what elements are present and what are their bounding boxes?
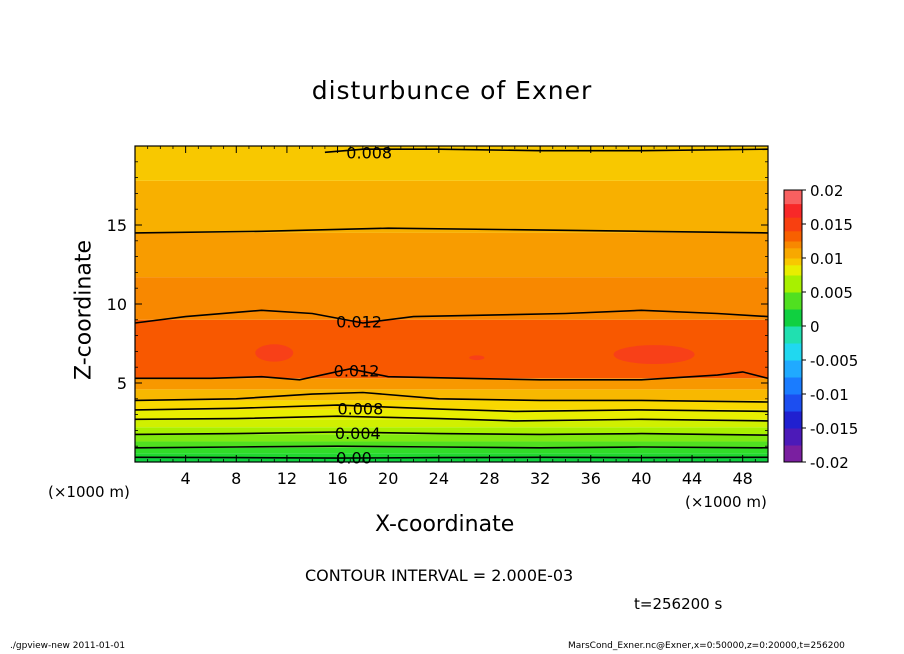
contour-label: 0.008	[346, 143, 392, 162]
contour-band	[135, 441, 768, 448]
colorbar: 0.02 0.015 0.01 0.005 0 -0.005 -0.01 -0.015 -0.0…	[783, 182, 858, 472]
time-stamp: t=256200 s	[634, 595, 723, 613]
contour-label: 0.012	[334, 361, 380, 380]
hotspot	[469, 355, 485, 361]
colorbar-tick-label: 0	[810, 318, 820, 336]
colorbar-swatch	[784, 377, 802, 395]
contour-line	[135, 309, 768, 324]
colorbar-swatch	[784, 247, 802, 259]
contour-line	[135, 431, 768, 436]
x-tick-label: 28	[479, 469, 499, 488]
colorbar-swatch	[784, 230, 802, 242]
contour-band	[135, 180, 768, 233]
source-info: MarsCond_Exner.nc@Exner,x=0:50000,z=0:20…	[568, 641, 845, 651]
contour-band	[135, 453, 768, 459]
x-unit-right: (×1000 m)	[685, 493, 767, 511]
program-info: ./gpview-new 2011-01-01	[10, 641, 126, 651]
contour-band	[135, 232, 768, 278]
colorbar-swatch	[784, 217, 802, 232]
chart-title: disturbunce of Exner	[311, 76, 593, 105]
contour-line	[135, 227, 768, 234]
contour-label: 0.00	[336, 448, 372, 467]
contour-band	[135, 400, 768, 410]
hotspot	[255, 344, 294, 362]
colorbar-swatch	[784, 292, 802, 310]
colorbar-tick-label: 0.02	[810, 182, 843, 200]
colorbar-swatch	[784, 360, 802, 378]
colorbar-tick-label: 0.015	[810, 216, 853, 234]
contour-band	[135, 409, 768, 420]
contour-line	[135, 367, 768, 381]
contour-line	[135, 415, 768, 422]
contour-label: 0.012	[336, 312, 382, 331]
x-tick-label: 32	[530, 469, 550, 488]
x-tick-label: 12	[277, 469, 297, 488]
colorbar-swatch	[784, 203, 802, 218]
filled-contours	[135, 146, 768, 462]
colorbar-tick-label: 0.005	[810, 284, 853, 302]
colorbar-swatch	[784, 275, 802, 293]
colorbar-tick-label: -0.005	[810, 352, 858, 370]
colorbar-swatch	[784, 428, 802, 446]
x-unit-left: (×1000 m)	[48, 483, 130, 501]
colorbar-tick-label: -0.02	[810, 454, 849, 472]
x-tick-label: 36	[581, 469, 601, 488]
colorbar-swatch	[784, 343, 802, 361]
contour-label: 0.008	[337, 399, 383, 418]
contour-band	[135, 447, 768, 454]
colorbar-swatch	[784, 309, 802, 327]
x-tick-label: 40	[631, 469, 651, 488]
hotspot	[613, 345, 695, 365]
colorbar-swatch	[784, 411, 802, 429]
colorbar-tick-label: 0.01	[810, 250, 843, 268]
contour-band	[135, 427, 768, 435]
colorbar-swatch	[784, 445, 802, 463]
x-tick-label: 4	[181, 469, 191, 488]
x-tick-label: 44	[682, 469, 702, 488]
contour-line	[135, 391, 768, 403]
contour-label: 0.004	[335, 424, 381, 443]
contour-band	[135, 378, 768, 390]
x-axis-label: X-coordinate	[375, 512, 515, 537]
contour-band	[135, 389, 768, 401]
y-tick-label: 15	[107, 216, 127, 235]
contour-line	[135, 445, 768, 449]
x-tick-label: 24	[429, 469, 449, 488]
colorbar-swatch	[784, 326, 802, 344]
x-tick-label: 8	[231, 469, 241, 488]
contour-band	[135, 146, 768, 181]
x-tick-label: 48	[733, 469, 753, 488]
contour-line	[135, 404, 768, 413]
y-tick-label: 10	[107, 295, 127, 314]
contour-line	[135, 456, 768, 459]
contour-interval: CONTOUR INTERVAL = 2.000E-03	[305, 566, 574, 585]
colorbar-swatch	[784, 258, 802, 266]
colorbar-swatch	[784, 394, 802, 412]
contour-band	[135, 419, 768, 428]
colorbar-swatch	[784, 241, 802, 249]
x-tick-label: 16	[327, 469, 347, 488]
colorbar-swatch	[784, 190, 802, 205]
colorbar-swatch	[784, 264, 802, 276]
x-tick-label: 20	[378, 469, 398, 488]
colorbar-tick-label: -0.015	[810, 420, 858, 438]
colorbar-tick-label: -0.01	[810, 386, 849, 404]
y-tick-label: 5	[117, 374, 127, 393]
contour-band	[135, 434, 768, 442]
